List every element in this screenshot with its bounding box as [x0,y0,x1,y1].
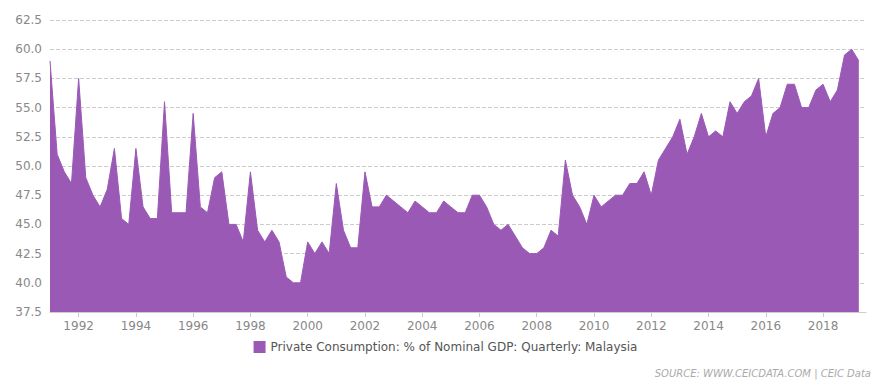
svg-text:52.5: 52.5 [15,130,42,144]
svg-text:47.5: 47.5 [15,188,42,202]
svg-text:1992: 1992 [63,319,94,333]
svg-text:SOURCE: WWW.CEICDATA.COM | CEI: SOURCE: WWW.CEICDATA.COM | CEIC Data [655,368,871,380]
svg-text:2000: 2000 [292,319,323,333]
svg-text:57.5: 57.5 [15,71,42,85]
svg-text:1996: 1996 [178,319,209,333]
svg-text:62.5: 62.5 [15,13,42,27]
svg-text:1994: 1994 [121,319,152,333]
svg-text:2018: 2018 [808,319,839,333]
svg-text:2008: 2008 [521,319,552,333]
svg-text:2010: 2010 [579,319,610,333]
svg-text:2002: 2002 [350,319,381,333]
svg-text:2016: 2016 [751,319,782,333]
svg-text:42.5: 42.5 [15,247,42,261]
svg-text:2014: 2014 [693,319,724,333]
svg-text:60.0: 60.0 [15,42,42,56]
svg-text:40.0: 40.0 [15,276,42,290]
svg-text:37.5: 37.5 [15,305,42,319]
svg-text:45.0: 45.0 [15,217,42,231]
svg-text:Private Consumption: % of Nomi: Private Consumption: % of Nominal GDP: Q… [271,340,638,354]
svg-text:55.0: 55.0 [15,101,42,115]
svg-text:2004: 2004 [407,319,438,333]
svg-text:2012: 2012 [636,319,667,333]
svg-text:1998: 1998 [235,319,266,333]
svg-text:2006: 2006 [464,319,495,333]
svg-text:50.0: 50.0 [15,159,42,173]
